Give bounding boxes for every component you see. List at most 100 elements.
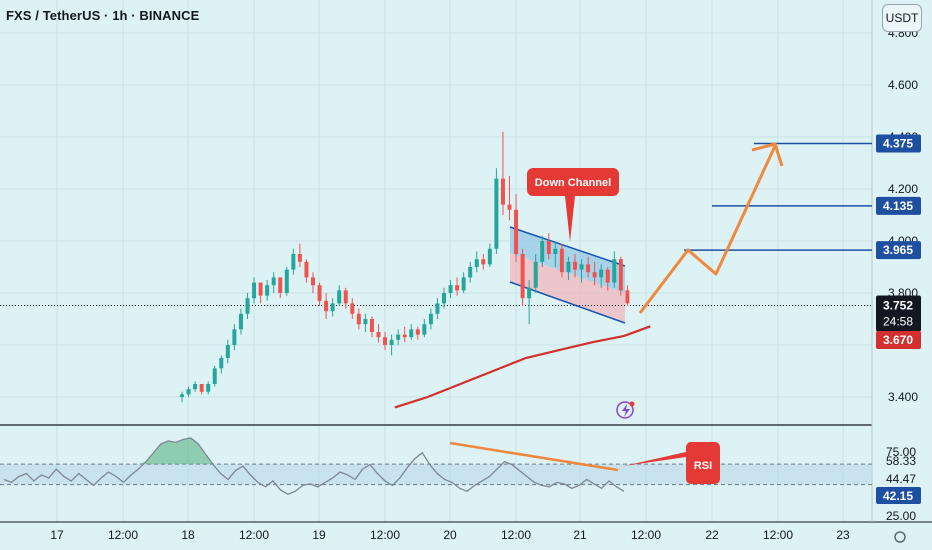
time-tick-label: 17: [50, 528, 64, 542]
time-tick-label: 12:00: [239, 528, 269, 542]
rsi-tick-label: 58.33: [886, 454, 916, 468]
currency-button[interactable]: USDT: [882, 4, 922, 32]
rsi-tick-label: 25.00: [886, 509, 916, 523]
candle-body: [186, 389, 191, 395]
candle-body: [500, 178, 505, 205]
price-badge: [876, 241, 921, 260]
rsi-callout-label: RSI: [694, 460, 712, 472]
candle-body: [311, 277, 315, 286]
candle-body: [527, 287, 532, 299]
price-badge-value: 4.375: [883, 137, 913, 151]
rsi-callout: [624, 442, 720, 484]
candle-body: [481, 259, 486, 265]
candle-body: [258, 282, 263, 296]
candle-body: [618, 259, 623, 291]
time-tick-label: 21: [573, 528, 587, 542]
candle-body: [304, 261, 309, 278]
candle-body: [546, 241, 551, 254]
rsi-divergence-line: [449, 441, 619, 472]
candle-body: [559, 248, 564, 273]
candle-body: [383, 337, 388, 345]
candle-body: [566, 261, 571, 273]
price-axis[interactable]: 4.8004.6004.4004.2004.0003.8003.6003.400…: [876, 26, 921, 404]
price-badge: [876, 331, 921, 349]
candle-body: [468, 267, 473, 278]
candle-body: [612, 259, 617, 283]
rsi-band: [0, 464, 872, 485]
time-tick-label: 12:00: [501, 528, 531, 542]
time-tick-label: 18: [181, 528, 195, 542]
candle-body: [428, 313, 433, 325]
candle-body: [605, 269, 610, 283]
candle-body: [435, 303, 440, 314]
candle-body: [206, 384, 211, 392]
rsi-tick-label: 44.47: [886, 472, 916, 486]
candle-body: [343, 290, 348, 304]
time-tick-label: 23: [836, 528, 850, 542]
grid: [0, 0, 932, 523]
candle-body: [324, 300, 329, 312]
time-tick-label: 12:00: [763, 528, 793, 542]
channel-upper-line: [509, 226, 626, 267]
candle-body: [291, 254, 296, 270]
candle-body: [553, 248, 558, 254]
candle-body: [245, 298, 250, 314]
current-price-badge: [876, 295, 921, 332]
candle-body: [442, 293, 446, 304]
annotations: Down Channel: [527, 142, 784, 419]
rsi-line: [3, 437, 625, 495]
rsi-value-label: 42.15: [883, 489, 913, 503]
candle-body: [599, 269, 604, 278]
current-price-value: 3.752: [883, 298, 913, 312]
candle-body: [356, 313, 361, 325]
countdown-timer: 24:58: [883, 314, 913, 328]
channel-lower-fill: [510, 253, 625, 323]
candle-body: [212, 368, 217, 384]
candle-body: [376, 332, 381, 338]
candle-body: [369, 319, 374, 332]
candle-body: [238, 313, 243, 330]
price-badge-value: 3.670: [883, 333, 913, 347]
candle-body: [278, 277, 283, 293]
time-tick-label: 22: [705, 528, 719, 542]
candle-body: [579, 264, 584, 270]
candle-body: [297, 254, 302, 262]
candle-body: [396, 334, 401, 340]
projection-arrowhead: [751, 142, 784, 167]
down-channel-callout: [527, 168, 619, 242]
time-tick-label: 12:00: [370, 528, 400, 542]
settings-gear-icon[interactable]: [894, 531, 906, 543]
rsi-tick-label: 75.00: [886, 445, 916, 459]
moving-average-line: [394, 325, 651, 409]
candle-body: [219, 358, 224, 369]
candle-body: [487, 248, 492, 265]
candle-body: [265, 285, 270, 296]
candle-body: [448, 285, 453, 293]
lightning-icon[interactable]: [616, 401, 634, 419]
candle-body: [592, 272, 597, 278]
time-axis[interactable]: 17 12:00 18 12:00 19 12:00 20 12:00 21 12:00 22 12:…: [50, 528, 906, 543]
candle-body: [271, 277, 276, 286]
candle-body: [415, 329, 420, 335]
projection-path: [638, 145, 777, 314]
price-tick-label: 4.600: [888, 78, 918, 92]
candle-body: [520, 254, 525, 299]
price-badge-value: 3.965: [883, 243, 913, 257]
candle-body: [474, 259, 479, 267]
candle-body: [573, 261, 577, 270]
candle-body: [409, 329, 414, 338]
candle-body: [193, 384, 198, 390]
candle-body: [625, 290, 630, 304]
candle-body: [533, 261, 538, 288]
candle-body: [317, 285, 322, 301]
candle-body: [389, 339, 394, 345]
price-badge: [876, 134, 921, 153]
candle-body: [494, 178, 499, 249]
candle-body: [507, 204, 512, 210]
time-tick-label: 19: [312, 528, 326, 542]
candle-body: [284, 269, 289, 293]
candle-body: [363, 319, 368, 325]
